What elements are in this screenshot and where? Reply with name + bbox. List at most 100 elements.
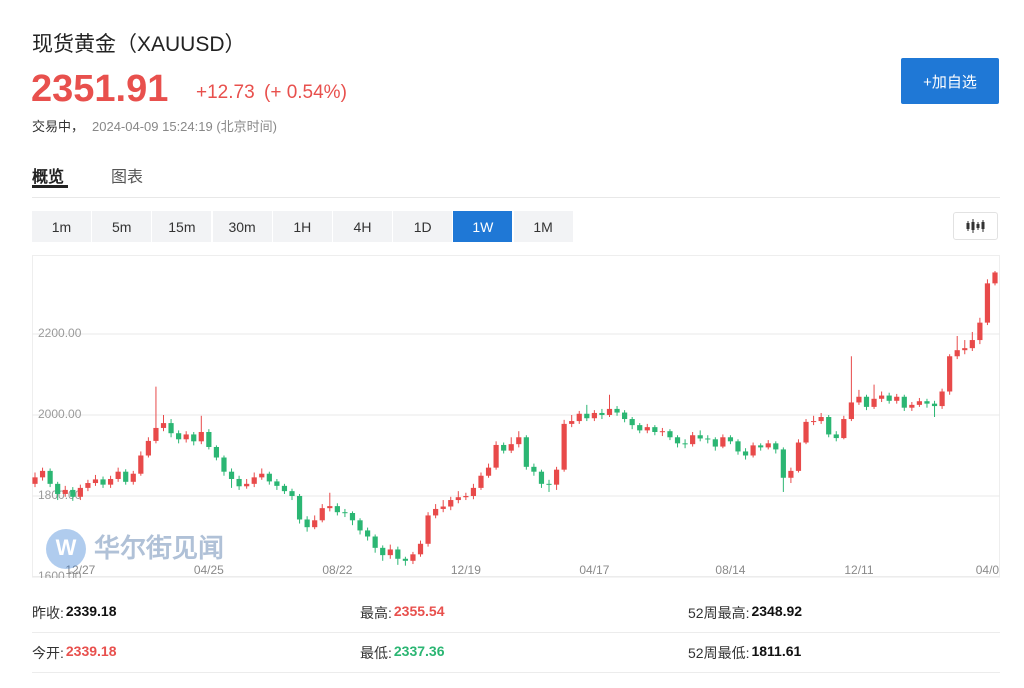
candle-body (591, 412, 597, 419)
candle-body (652, 427, 658, 432)
candle-body (622, 412, 628, 420)
x-tick-label: 04/25 (194, 563, 224, 577)
candle-body (508, 444, 514, 451)
candle-body (871, 398, 877, 407)
stat-value: 1811.61 (751, 643, 802, 659)
candle-body (720, 437, 726, 447)
period-button[interactable]: 1D (393, 211, 453, 242)
candle-body (47, 470, 53, 484)
candle-body (206, 431, 212, 447)
candle-body (417, 543, 424, 555)
candle-body (735, 441, 741, 452)
candle-body (538, 471, 545, 484)
stat-label: 今开: (32, 645, 64, 661)
candle-body (357, 520, 363, 531)
candle-body (70, 489, 76, 497)
candle-body (364, 530, 371, 537)
y-tick-label: 2200.00 (38, 326, 82, 340)
x-tick-label: 12/11 (844, 563, 873, 577)
title: 现货黄金（XAUUSD） (32, 33, 246, 56)
candle-body (931, 403, 938, 407)
candle-body (810, 421, 817, 423)
stat-value: 2337.36 (393, 643, 445, 659)
change-percent: (+ 0.54%) (264, 82, 347, 103)
stat-label: 52周最低: (688, 645, 750, 661)
candle-body (349, 513, 356, 521)
watermark-logo-letter: W (56, 535, 77, 560)
x-tick-label: 04/0 (976, 563, 1000, 577)
candle-body (977, 322, 983, 341)
x-tick-label: 08/22 (322, 563, 352, 577)
x-tick-label: 08/14 (715, 563, 745, 577)
candle-body (55, 483, 61, 494)
x-tick-label: 12/27 (65, 563, 95, 577)
tab[interactable]: 图表 (111, 169, 144, 186)
candle-body (289, 491, 295, 496)
period-button[interactable]: 1m (32, 211, 91, 242)
add-watchlist-button[interactable]: +加自选 (901, 58, 999, 104)
period-button[interactable]: 5m (92, 211, 152, 242)
candle-body (123, 471, 129, 482)
candle-body (198, 431, 204, 442)
candle-body (614, 408, 620, 413)
candle-body (599, 412, 605, 415)
candle-body (690, 435, 696, 445)
candle-body (553, 469, 560, 485)
candle-body (765, 443, 771, 448)
candle-body (493, 444, 499, 468)
candle-body (312, 520, 318, 528)
candle-body (818, 417, 824, 422)
tab-underline (32, 185, 68, 188)
candle-body (561, 423, 567, 470)
chart-type-button[interactable] (953, 212, 998, 240)
period-button[interactable]: 1M (513, 211, 573, 242)
candle-body (395, 549, 401, 559)
candle-body (402, 558, 408, 561)
candle-body (334, 506, 340, 513)
candle-body (856, 396, 862, 403)
candle-body (697, 435, 703, 439)
candle-body (569, 421, 575, 424)
y-tick-label: 2000.00 (38, 407, 82, 421)
period-button[interactable]: 30m (212, 211, 272, 242)
candle-body (659, 431, 666, 433)
period-button[interactable]: 4H (333, 211, 392, 242)
candle-body (969, 340, 975, 349)
candle-body (236, 478, 242, 487)
candle-body (433, 508, 439, 516)
candle-body (221, 457, 227, 472)
candle-body (705, 438, 711, 440)
candle-body (153, 427, 159, 441)
candle-body (425, 515, 431, 544)
candle-body (440, 506, 446, 509)
candle-body (455, 497, 461, 501)
candle-body (886, 395, 892, 401)
candle-body (176, 433, 182, 440)
candle-body (448, 500, 454, 507)
candle-body (523, 437, 529, 467)
candle-body (85, 483, 91, 488)
candle-body (145, 440, 151, 456)
tab[interactable]: 概览 (32, 169, 65, 186)
candle-body (962, 348, 968, 351)
candle-body (992, 272, 998, 284)
candle-body (916, 401, 923, 405)
candle-body (115, 471, 121, 479)
candle-body (342, 512, 348, 514)
stat-value: 2355.54 (393, 603, 445, 619)
period-button[interactable]: 1W (453, 211, 513, 242)
candle-body (637, 425, 643, 431)
candle-body (795, 442, 802, 471)
candle-body (939, 391, 945, 407)
watermark-logo (46, 529, 86, 569)
candle-body (727, 437, 734, 442)
period-button[interactable]: 15m (152, 211, 212, 242)
candle-body (160, 423, 167, 428)
candle-body (531, 466, 537, 472)
candle-body (909, 404, 915, 408)
candle-body (274, 481, 280, 486)
candle-body (485, 467, 492, 476)
period-button[interactable]: 1H (272, 211, 332, 242)
